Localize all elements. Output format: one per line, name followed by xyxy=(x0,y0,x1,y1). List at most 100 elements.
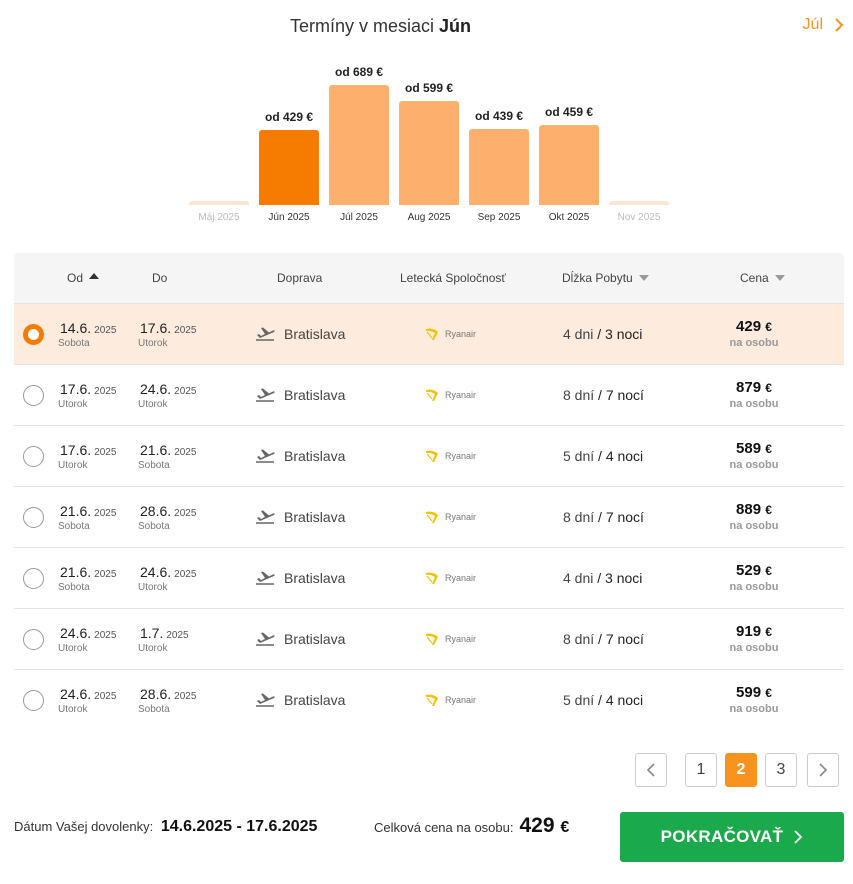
from-year: 2025 xyxy=(94,630,117,641)
row-price-currency: € xyxy=(765,686,772,700)
to-year: 2025 xyxy=(166,630,189,641)
from-day: Sobota xyxy=(58,521,90,532)
total-price-currency: € xyxy=(560,819,570,836)
stay-length: 4 dni / 3 noci xyxy=(563,570,643,586)
from-date: 17.6. 2025 xyxy=(60,381,116,397)
col-header-spolocnost-label: Letecká Spoločnosť xyxy=(400,271,506,285)
col-header-cena-label: Cena xyxy=(740,271,769,285)
table-row[interactable]: 21.6. 2025 Sobota 24.6. 2025 Utorok Bratislava… xyxy=(14,547,844,608)
ryanair-logo-icon xyxy=(426,694,438,706)
from-date: 21.6. 2025 xyxy=(60,503,116,519)
next-month-link[interactable]: Júl xyxy=(803,16,845,34)
row-price-currency: € xyxy=(765,320,772,334)
continue-button[interactable]: POKRAČOVAŤ xyxy=(620,812,844,862)
col-header-od[interactable]: Od xyxy=(67,271,100,285)
stay-length: 8 dní / 7 nocí xyxy=(563,631,644,647)
to-year: 2025 xyxy=(174,691,197,702)
chevron-right-icon xyxy=(794,830,803,844)
table-row[interactable]: 21.6. 2025 Sobota 28.6. 2025 Sobota Bratislava… xyxy=(14,486,844,547)
row-price-value: 529 xyxy=(736,562,762,579)
stay-days: 4 dni xyxy=(563,570,594,586)
current-month: Jún xyxy=(439,16,472,36)
total-price-amount: 429 € xyxy=(519,814,569,838)
chart-column: od 459 € Okt 2025 xyxy=(539,62,599,232)
chart-bar xyxy=(189,201,249,205)
col-header-cena[interactable]: Cena xyxy=(740,271,785,285)
row-radio[interactable] xyxy=(23,446,44,467)
row-price: 589 € xyxy=(714,440,794,457)
page-button-3[interactable]: 3 xyxy=(765,753,797,787)
table-row[interactable]: 17.6. 2025 Utorok 21.6. 2025 Sobota Bratislava… xyxy=(14,425,844,486)
row-radio[interactable] xyxy=(23,385,44,406)
row-price-currency: € xyxy=(765,564,772,578)
stay-nights: 4 noci xyxy=(605,448,644,464)
per-person-label: na osobu xyxy=(729,459,779,471)
ryanair-logo-icon xyxy=(426,450,438,462)
prev-page-button[interactable] xyxy=(635,753,667,787)
chevron-right-icon xyxy=(819,763,828,777)
row-radio[interactable] xyxy=(23,629,44,650)
chevron-right-icon xyxy=(835,18,844,32)
row-price: 599 € xyxy=(714,684,794,701)
ryanair-logo-icon xyxy=(426,633,438,645)
chart-column: Máj 2025 xyxy=(189,62,249,232)
to-year: 2025 xyxy=(174,386,197,397)
next-page-button[interactable] xyxy=(807,753,839,787)
departure-city: Bratislava xyxy=(284,448,346,464)
to-date: 24.6. 2025 xyxy=(140,564,196,580)
from-year: 2025 xyxy=(94,569,117,580)
chart-category-label: Aug 2025 xyxy=(407,212,451,223)
ryanair-logo-icon xyxy=(426,511,438,523)
plane-departure-icon xyxy=(256,449,275,463)
chart-bar[interactable] xyxy=(329,85,389,205)
chart-bar[interactable] xyxy=(539,125,599,205)
from-date-value: 24.6. xyxy=(60,686,92,702)
chart-category-label: Okt 2025 xyxy=(548,212,590,223)
to-date: 28.6. 2025 xyxy=(140,686,196,702)
to-date-value: 24.6. xyxy=(140,381,172,397)
chart-bar-value-label: od 439 € xyxy=(474,109,524,123)
row-radio[interactable] xyxy=(23,690,44,711)
page-button-1[interactable]: 1 xyxy=(685,753,717,787)
airline: Ryanair xyxy=(424,692,476,708)
sort-desc-icon xyxy=(774,275,785,281)
airline: Ryanair xyxy=(424,387,476,403)
total-price-label: Celková cena na osobu: xyxy=(374,820,514,835)
table-row[interactable]: 24.6. 2025 Utorok 1.7. 2025 Utorok Bratislava R… xyxy=(14,608,844,669)
col-header-spolocnost: Letecká Spoločnosť xyxy=(400,271,506,285)
to-day: Utorok xyxy=(138,399,168,410)
to-date: 28.6. 2025 xyxy=(140,503,196,519)
row-radio[interactable] xyxy=(23,568,44,589)
table-row[interactable]: 14.6. 2025 Sobota 17.6. 2025 Utorok Bratislava… xyxy=(14,303,844,364)
row-radio[interactable] xyxy=(23,324,44,345)
ryanair-logo-icon xyxy=(426,328,438,340)
table-row[interactable]: 24.6. 2025 Utorok 28.6. 2025 Sobota Bratislava… xyxy=(14,669,844,730)
chart-bar-value-label: od 459 € xyxy=(544,105,594,119)
page-button-2[interactable]: 2 xyxy=(725,753,757,787)
to-year: 2025 xyxy=(174,569,197,580)
departure-city: Bratislava xyxy=(284,570,346,586)
from-date-value: 14.6. xyxy=(60,320,92,336)
from-date: 14.6. 2025 xyxy=(60,320,116,336)
stay-nights: 7 nocí xyxy=(605,387,644,403)
stay-days: 4 dni xyxy=(563,326,594,342)
airline-name: Ryanair xyxy=(445,634,477,644)
holiday-date-label: Dátum Vašej dovolenky: xyxy=(14,819,154,834)
table-row[interactable]: 17.6. 2025 Utorok 24.6. 2025 Utorok Bratislava… xyxy=(14,364,844,425)
stay-days: 8 dní xyxy=(563,631,595,647)
next-month-label: Júl xyxy=(802,16,823,33)
per-person-label: na osobu xyxy=(729,642,779,654)
price-chart: Máj 2025 od 429 € Jún 2025 od 689 € Júl 2025… xyxy=(186,62,676,232)
chart-bar[interactable] xyxy=(469,129,529,205)
summary-footer: Dátum Vašej dovolenky: 14.6.2025 - 17.6.… xyxy=(0,812,853,862)
col-header-dlzka[interactable]: Dĺžka Pobytu xyxy=(562,271,649,285)
plane-departure-icon xyxy=(256,388,275,402)
row-price: 879 € xyxy=(714,379,794,396)
row-radio[interactable] xyxy=(23,507,44,528)
to-day: Sobota xyxy=(138,704,170,715)
chart-bar[interactable] xyxy=(399,101,459,205)
to-date: 17.6. 2025 xyxy=(140,320,196,336)
airline-name: Ryanair xyxy=(445,390,477,400)
chart-bar[interactable] xyxy=(259,130,319,205)
airline-name: Ryanair xyxy=(445,512,477,522)
